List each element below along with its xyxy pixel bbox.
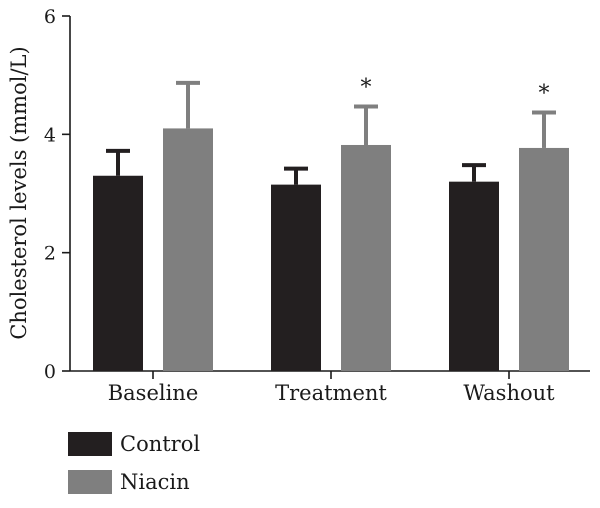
x-axis: Baseline Treatment Washout [70, 370, 590, 405]
bar-niacin-baseline [163, 128, 213, 371]
x-tick-label: Treatment [275, 381, 387, 405]
bar-control-treatment [271, 184, 321, 371]
legend-label-niacin: Niacin [120, 470, 190, 494]
y-tick-label: 4 [44, 124, 56, 146]
bar-control-washout [449, 181, 499, 371]
x-tick-label: Baseline [108, 381, 199, 405]
x-tick-label: Washout [463, 381, 555, 405]
y-axis: 0 2 4 6 [44, 6, 71, 383]
significance-marker: * [361, 76, 372, 101]
legend-label-control: Control [120, 432, 200, 456]
bar-niacin-washout [519, 147, 569, 371]
legend-swatch-control [68, 432, 112, 456]
bar-niacin-treatment [341, 144, 391, 371]
bar-control-baseline [93, 175, 143, 371]
legend: Control Niacin [68, 432, 200, 494]
legend-swatch-niacin [68, 470, 112, 494]
y-tick-label: 0 [44, 361, 56, 383]
y-axis-title: Cholesterol levels (mmol/L) [7, 46, 31, 339]
significance-marker: * [539, 81, 550, 106]
y-tick-label: 6 [44, 6, 56, 28]
bars: * * [93, 76, 569, 371]
y-tick-label: 2 [44, 243, 56, 265]
